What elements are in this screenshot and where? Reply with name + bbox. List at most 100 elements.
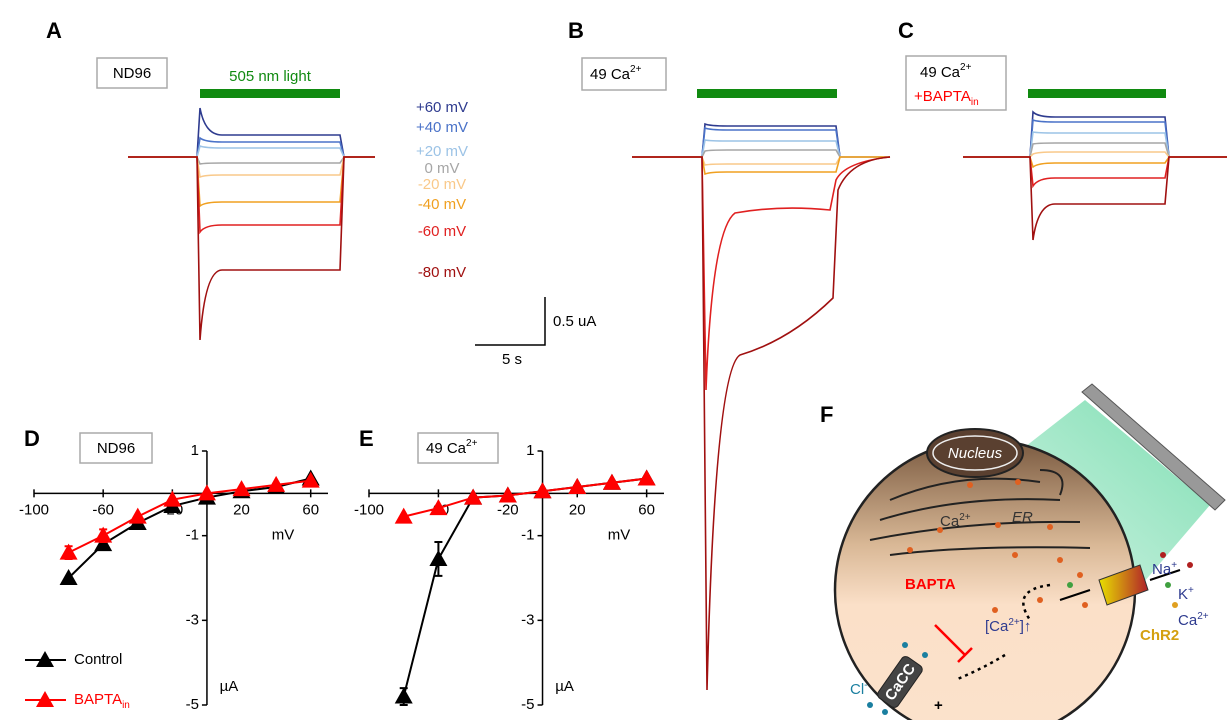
marker	[59, 569, 78, 585]
legend-name: Control	[74, 651, 122, 668]
marker	[602, 473, 621, 490]
ion-sup: -	[864, 680, 867, 691]
ion-label: K+	[1178, 585, 1194, 603]
panel-letter: E	[359, 426, 374, 451]
ion-text: Cl	[850, 681, 864, 698]
cell-diagram: CaCC Nucleus ER Ca2+ BAPTA [Ca2+]↑ ChR2 …	[833, 383, 1226, 720]
cell	[833, 438, 1137, 720]
ion-sup: +	[1188, 585, 1194, 596]
marker	[163, 490, 182, 507]
panel-letter: D	[24, 426, 40, 451]
marker	[94, 535, 113, 552]
light-bar	[200, 89, 340, 98]
marker	[464, 488, 483, 505]
legend-name: BAPTA	[74, 691, 122, 708]
er-ion: Ca2+	[940, 512, 971, 530]
rise-label: [Ca2+]↑	[985, 617, 1031, 635]
treatment: +BAPTAin	[914, 88, 979, 108]
ion-sup: +	[1171, 560, 1177, 571]
ion-label: Ca2+	[1178, 611, 1209, 629]
condition-box	[79, 432, 153, 464]
light-source	[1081, 383, 1226, 511]
block	[934, 624, 973, 663]
x-tick-label: -100	[354, 501, 384, 518]
marker	[394, 507, 413, 524]
panel-letter: C	[898, 18, 914, 43]
scale-bar	[475, 297, 546, 346]
y-axis-label: µA	[555, 678, 574, 695]
voltage-label: -60 mV	[418, 223, 466, 240]
x-axis-label: mV	[272, 527, 295, 544]
er-label: ER	[1012, 509, 1033, 526]
condition-box	[417, 432, 499, 464]
marker	[128, 507, 147, 524]
x-tick-label: -20	[497, 501, 519, 518]
voltage-label: -80 mV	[418, 264, 466, 281]
y-tick-label: -5	[521, 696, 534, 713]
marker	[94, 526, 113, 543]
ion-label: Na+	[1152, 560, 1177, 578]
condition: ND96	[113, 65, 151, 82]
current-trace	[128, 156, 375, 341]
legend-label: Control	[74, 651, 122, 668]
path-arrow	[954, 583, 1051, 682]
condition-box	[581, 57, 667, 91]
marker	[568, 477, 587, 494]
marker	[429, 549, 448, 566]
light-bar	[697, 89, 837, 98]
legend-marker	[36, 651, 54, 667]
current-trace	[128, 144, 375, 158]
scale-x: 5 s	[502, 351, 522, 368]
y-tick-label: -3	[186, 611, 199, 628]
ion-text: Ca	[1178, 612, 1198, 629]
x-tick-label: 20	[233, 501, 250, 518]
current-trace	[632, 139, 890, 158]
bapta-label: BAPTA	[905, 576, 956, 593]
treatment-sub: in	[971, 97, 979, 108]
current-trace	[632, 156, 891, 691]
chr2-label: ChR2	[1140, 627, 1179, 644]
current-trace	[963, 156, 1227, 169]
current-trace	[632, 126, 890, 158]
cl-ions	[867, 642, 928, 715]
rise-post: ]↑	[1020, 618, 1032, 635]
x-tick-label: 60	[302, 501, 319, 518]
x-tick-label: 20	[569, 501, 586, 518]
scale-y: 0.5 uA	[553, 313, 596, 330]
anion-label: Cl-	[850, 680, 868, 698]
current-trace	[632, 156, 890, 176]
current-trace	[632, 122, 890, 158]
voltage-label: -20 mV	[418, 176, 466, 193]
marker	[59, 543, 78, 560]
current-trace	[963, 151, 1227, 158]
current-trace	[632, 156, 891, 391]
voltage-label: +60 mV	[416, 99, 468, 116]
marker	[429, 499, 448, 516]
current-trace	[963, 156, 1227, 189]
condition-text: 49 Ca	[426, 440, 467, 457]
panel-letter: B	[568, 18, 584, 43]
condition: ND96	[97, 440, 135, 457]
current-trace	[632, 149, 890, 158]
current-trace	[963, 110, 1227, 158]
condition: 49 Ca2+	[426, 438, 478, 457]
y-tick-label: -3	[521, 611, 534, 628]
x-axis-label: mV	[608, 527, 631, 544]
nucleus-label: Nucleus	[948, 445, 1003, 462]
light-label: 505 nm light	[229, 68, 312, 85]
y-tick-label: -1	[186, 527, 199, 544]
current-trace	[963, 142, 1227, 158]
voltage-label: +20 mV	[416, 143, 468, 160]
current-trace	[128, 156, 375, 208]
x-tick-label: -60	[92, 501, 114, 518]
condition-text: 49 Ca	[590, 66, 631, 83]
light-bar	[1028, 89, 1166, 98]
condition-sup: 2+	[466, 438, 478, 449]
nucleus-envelope	[932, 435, 1018, 471]
y-tick-label: -1	[521, 527, 534, 544]
condition: 49 Ca2+	[920, 62, 972, 81]
condition-sup: 2+	[630, 64, 642, 75]
panel-letter: F	[820, 402, 833, 427]
x-tick-label: 60	[638, 501, 655, 518]
